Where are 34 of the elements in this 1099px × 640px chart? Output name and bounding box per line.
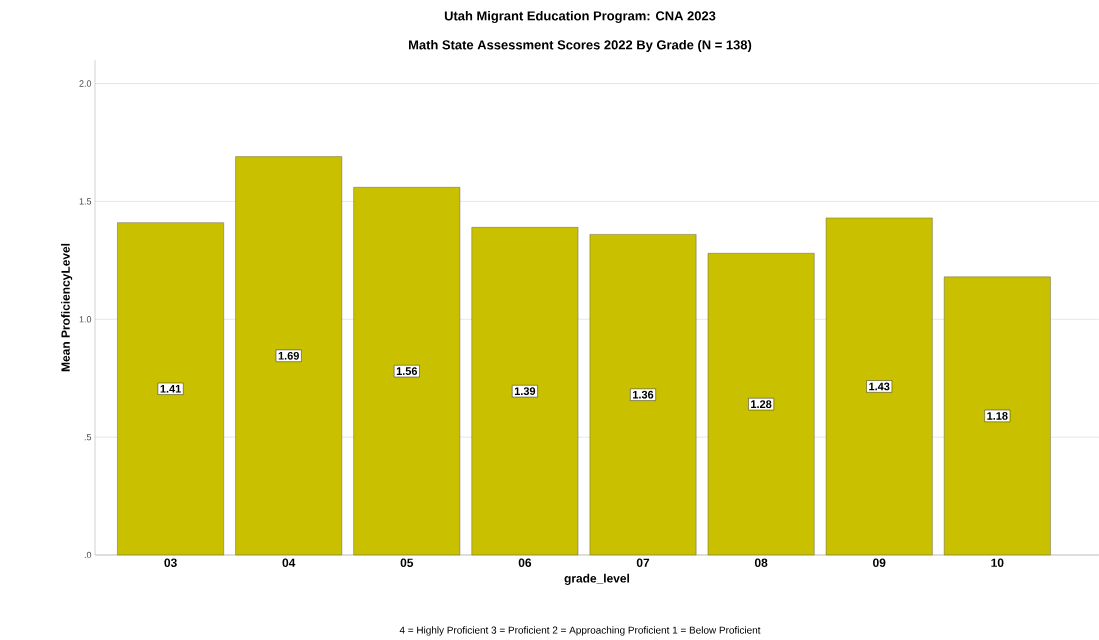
data-label: 1.39 [514,387,536,396]
data-label: 1.36 [633,390,654,399]
data-label: 1.43 [869,382,890,391]
bar [707,253,815,556]
bar [117,222,224,556]
y-tick-label: .0 [84,551,92,559]
x-tick-label: 05 [400,558,414,567]
x-tick-label: 07 [636,558,650,567]
bar [471,227,579,556]
chart-subtitle: Math State Assessment Scores 2022 By Grade (N = 138) [409,39,752,53]
x-tick-label: 04 [282,558,296,567]
data-label: 1.28 [751,400,772,409]
x-tick-label: 09 [873,558,886,567]
bar [235,156,343,556]
y-axis-title: Mean ProficiencyLevel [61,243,73,372]
x-tick-label: 06 [518,558,532,567]
data-label: 1.41 [160,385,181,393]
y-tick-label: .5 [84,434,92,441]
x-axis-title: grade_level [564,573,629,586]
bar [943,276,1051,556]
bar [825,217,933,556]
y-tick-label: 1.0 [79,316,92,323]
y-tick-label: 1.5 [79,198,92,205]
y-tick-label: 2.0 [79,80,92,87]
x-tick-label: 03 [164,558,177,567]
bar [589,234,697,556]
chart-title: Utah Migrant Education Program: CNA 2023 [444,10,716,24]
data-label: 1.69 [278,351,299,360]
x-tick-label: 10 [991,558,1004,567]
data-label: 1.56 [396,367,418,376]
data-label: 1.18 [987,412,1008,420]
bar [353,187,461,556]
text: 4 = Highly Proficient 3 = Proficient 2 = Approaching Proficient 1 = Below Proficient [399,626,761,636]
x-tick-label: 08 [754,558,768,567]
